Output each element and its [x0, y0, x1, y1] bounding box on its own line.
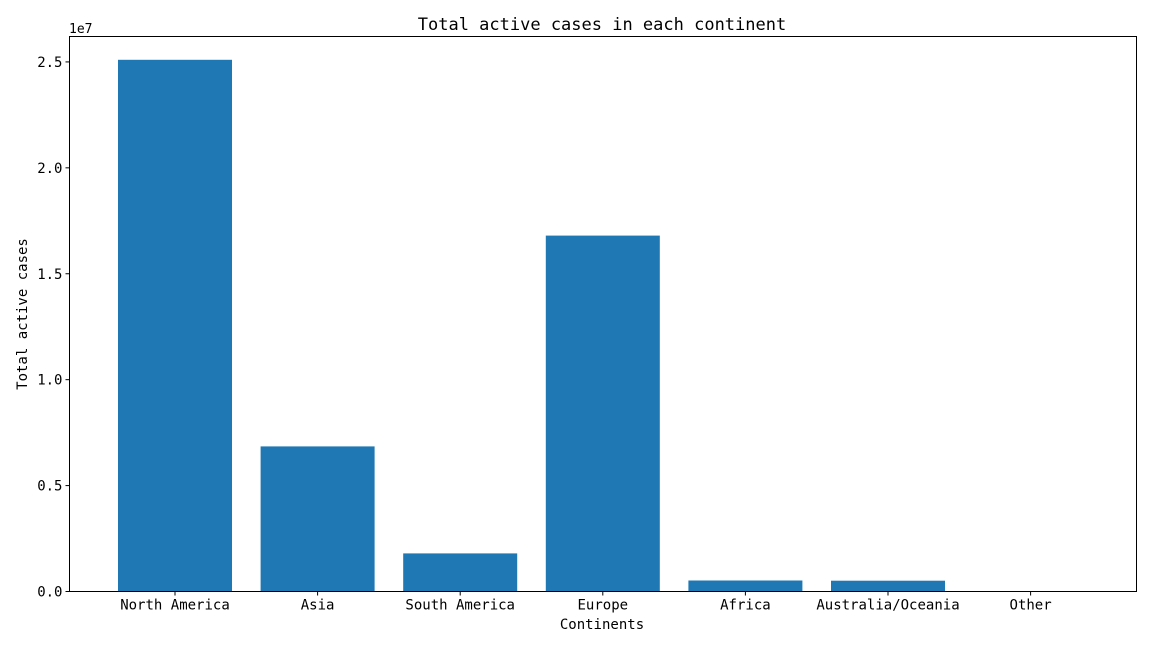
x-tick-label: Africa	[720, 598, 771, 614]
x-tick-label: Australia/Oceania	[816, 598, 959, 614]
bar-north-america	[118, 59, 232, 592]
bar-australia-oceania	[831, 580, 945, 592]
y-tick-label: 0.0	[37, 585, 62, 601]
y-tick-label: 2.5	[37, 55, 62, 71]
chart-title: Total active cases in each continent	[418, 15, 786, 35]
x-axis-ticks: North America Asia South America Europe Afri…	[120, 591, 1052, 614]
y-tick-label: 1.0	[37, 373, 62, 389]
y-tick-label: 1.5	[37, 267, 62, 283]
bar-south-america	[403, 553, 518, 592]
x-tick-label: Asia	[301, 598, 335, 614]
bars	[118, 59, 945, 592]
y-axis-ticks: 0.0 0.5 1.0 1.5 2.0 2.5	[37, 55, 70, 601]
y-tick-label: 0.5	[37, 479, 62, 495]
x-axis-label: Continents	[560, 617, 644, 633]
x-tick-label: Europe	[578, 598, 629, 614]
bar-europe	[545, 235, 660, 592]
x-tick-label: North America	[120, 598, 230, 614]
plot-frame	[69, 36, 1137, 592]
x-tick-label: Other	[1010, 598, 1052, 614]
y-tick-label: 2.0	[37, 161, 62, 177]
y-axis-scale-label: 1e7	[69, 22, 92, 37]
bar-africa	[688, 580, 803, 592]
y-axis-label: Total active cases	[15, 238, 31, 390]
bar-asia	[260, 446, 375, 592]
x-tick-label: South America	[405, 598, 515, 614]
